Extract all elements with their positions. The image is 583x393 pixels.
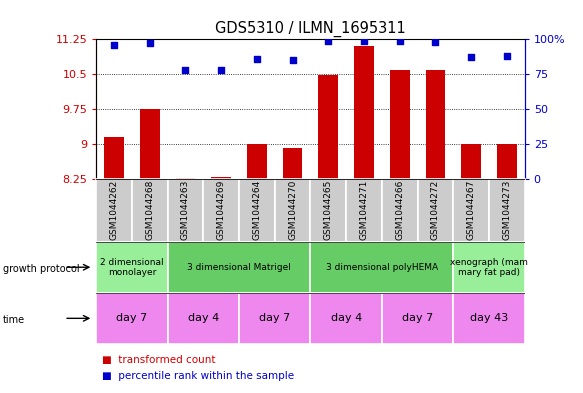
Text: ■  transformed count: ■ transformed count [102, 354, 216, 365]
Bar [382, 179, 417, 242]
Point [431, 39, 440, 45]
Text: growth protocol: growth protocol [3, 264, 79, 274]
Bar [346, 179, 382, 242]
Point [252, 56, 262, 62]
Bar [175, 178, 195, 179]
Bar [283, 148, 303, 179]
Text: GSM1044269: GSM1044269 [217, 180, 226, 241]
Text: day 4: day 4 [188, 313, 219, 323]
Bar [239, 179, 275, 242]
Bar [96, 293, 168, 344]
Text: day 43: day 43 [470, 313, 508, 323]
Point [502, 53, 511, 59]
Point [181, 67, 190, 73]
Bar [454, 179, 489, 242]
Point [359, 38, 368, 44]
Bar [311, 293, 382, 344]
Bar [132, 179, 168, 242]
Text: GSM1044270: GSM1044270 [288, 180, 297, 241]
Bar [140, 109, 160, 179]
Text: GSM1044262: GSM1044262 [110, 180, 118, 241]
Bar [426, 70, 445, 179]
Text: day 7: day 7 [259, 313, 290, 323]
Bar [96, 179, 132, 242]
Bar [104, 137, 124, 179]
Text: day 7: day 7 [402, 313, 433, 323]
Bar [454, 242, 525, 293]
Bar [390, 70, 409, 179]
Text: GSM1044266: GSM1044266 [395, 180, 404, 241]
Text: GSM1044272: GSM1044272 [431, 180, 440, 241]
Bar [168, 293, 239, 344]
Bar [168, 242, 310, 293]
Bar [212, 177, 231, 179]
Point [324, 38, 333, 44]
Bar [311, 242, 454, 293]
Bar [417, 179, 454, 242]
Text: 3 dimensional polyHEMA: 3 dimensional polyHEMA [326, 263, 438, 272]
Point [288, 57, 297, 63]
Text: 3 dimensional Matrigel: 3 dimensional Matrigel [187, 263, 291, 272]
Text: GSM1044264: GSM1044264 [252, 180, 261, 241]
Point [466, 54, 476, 61]
Text: GSM1044268: GSM1044268 [145, 180, 154, 241]
Title: GDS5310 / ILMN_1695311: GDS5310 / ILMN_1695311 [215, 20, 406, 37]
Bar [96, 242, 168, 293]
Bar [203, 179, 239, 242]
Text: day 7: day 7 [116, 313, 147, 323]
Bar [489, 179, 525, 242]
Text: GSM1044267: GSM1044267 [466, 180, 476, 241]
Text: ■  percentile rank within the sample: ■ percentile rank within the sample [102, 371, 294, 381]
Bar [454, 293, 525, 344]
Text: day 4: day 4 [331, 313, 362, 323]
Text: GSM1044265: GSM1044265 [324, 180, 333, 241]
Text: GSM1044271: GSM1044271 [360, 180, 368, 241]
Point [110, 42, 119, 48]
Text: time: time [3, 315, 25, 325]
Bar [497, 144, 517, 179]
Text: 2 dimensional
monolayer: 2 dimensional monolayer [100, 257, 164, 277]
Bar [275, 179, 311, 242]
Text: GSM1044263: GSM1044263 [181, 180, 190, 241]
Bar [168, 179, 203, 242]
Point [216, 67, 226, 73]
Text: GSM1044273: GSM1044273 [503, 180, 511, 241]
Bar [382, 293, 454, 344]
Bar [354, 46, 374, 179]
Point [395, 38, 405, 44]
Point [145, 40, 154, 47]
Bar [247, 144, 266, 179]
Bar [239, 293, 311, 344]
Text: xenograph (mam
mary fat pad): xenograph (mam mary fat pad) [450, 257, 528, 277]
Bar [318, 75, 338, 179]
Bar [461, 144, 481, 179]
Bar [311, 179, 346, 242]
